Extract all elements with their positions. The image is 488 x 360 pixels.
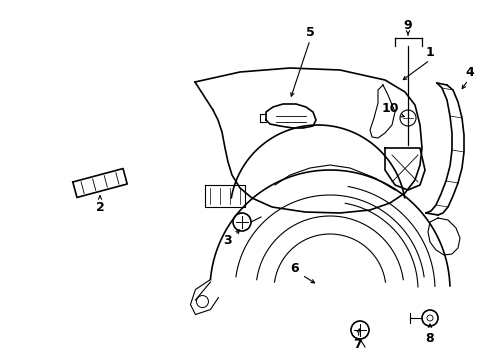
Text: 1: 1 (425, 45, 433, 59)
Text: 5: 5 (305, 26, 314, 39)
Text: 8: 8 (425, 332, 433, 345)
Text: 10: 10 (381, 102, 398, 114)
Text: 4: 4 (465, 66, 473, 78)
Text: 6: 6 (290, 261, 299, 274)
Text: 2: 2 (96, 201, 104, 213)
Text: 7: 7 (353, 338, 362, 351)
Text: 9: 9 (403, 18, 411, 32)
Text: 3: 3 (223, 234, 232, 247)
